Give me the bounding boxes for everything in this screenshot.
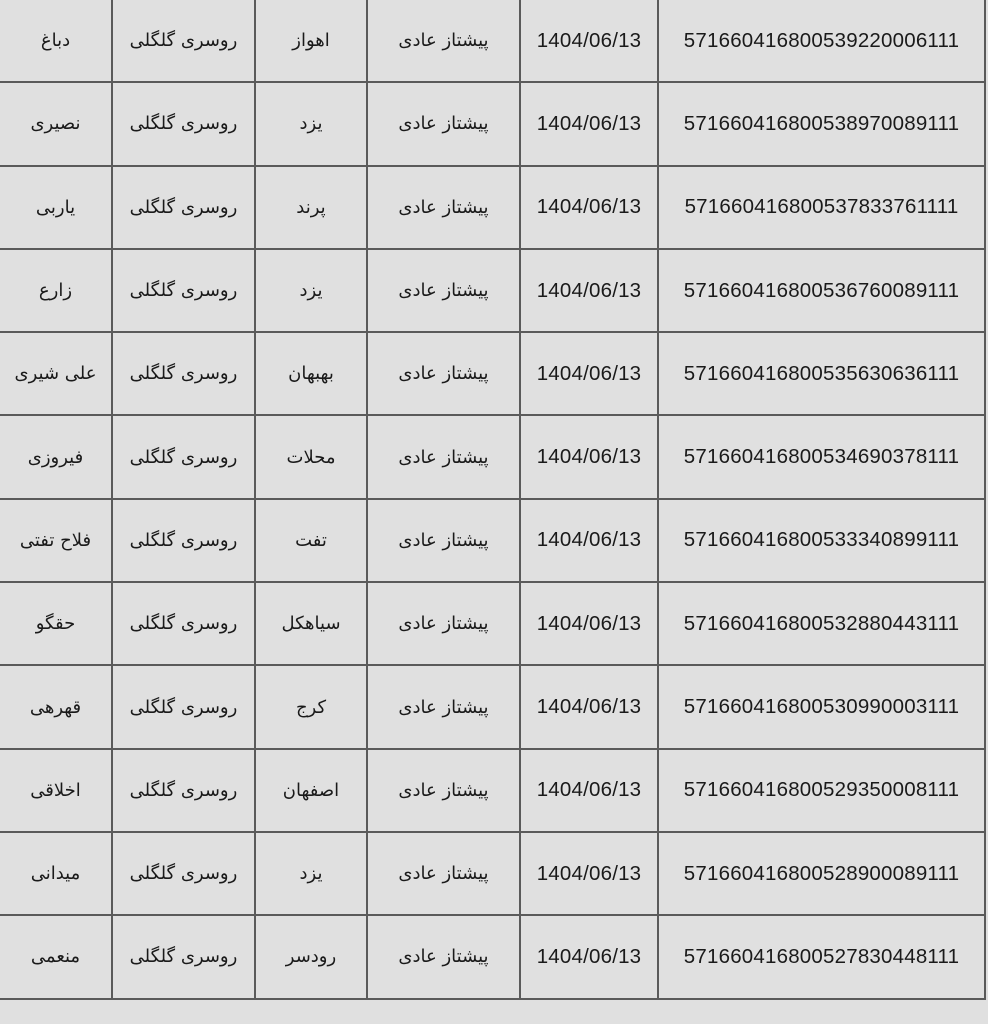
recipient-name-cell: حقگو <box>0 581 113 667</box>
tracking-number-cell: 571660416800527830448111 <box>657 914 986 1000</box>
city-cell: یزد <box>254 830 368 917</box>
tracking-number-cell: 571660416800539220006111 <box>657 0 986 84</box>
service-type-cell: پیشتاز عادی <box>366 331 521 417</box>
product-cell: روسری گلگلی <box>111 331 256 417</box>
recipient-name-cell: اخلاقی <box>0 747 113 833</box>
service-type-cell: پیشتاز عادی <box>366 830 521 917</box>
tracking-number-cell: 571660416800533340899111 <box>657 497 986 584</box>
table-row: اخلاقی روسری گلگلی اصفهان پیشتاز عادی 1404/0… <box>0 747 986 833</box>
recipient-name-cell: نصیری <box>0 81 113 167</box>
city-cell: یزد <box>254 81 368 167</box>
service-type-cell: پیشتاز عادی <box>366 914 521 1000</box>
recipient-name-cell: یاربی <box>0 164 113 250</box>
city-cell: محلات <box>254 414 368 500</box>
recipient-name-cell: میدانی <box>0 830 113 917</box>
service-type-cell: پیشتاز عادی <box>366 414 521 500</box>
tracking-number-cell: 571660416800535630636111 <box>657 331 986 417</box>
product-cell: روسری گلگلی <box>111 81 256 167</box>
recipient-name-cell: زارع <box>0 247 113 334</box>
recipient-name-cell: علی شیری <box>0 331 113 417</box>
tracking-number-cell: 571660416800529350008111 <box>657 747 986 833</box>
city-cell: کرج <box>254 664 368 750</box>
recipient-name-cell: فلاح تفتی <box>0 497 113 584</box>
table-row: قهرهی روسری گلگلی کرج پیشتاز عادی 1404/06/13… <box>0 664 986 750</box>
date-cell: 1404/06/13 <box>519 581 659 667</box>
recipient-name-cell: دباغ <box>0 0 113 84</box>
product-cell: روسری گلگلی <box>111 414 256 500</box>
date-cell: 1404/06/13 <box>519 331 659 417</box>
table-row: فلاح تفتی روسری گلگلی تفت پیشتاز عادی 1404/0… <box>0 497 986 584</box>
product-cell: روسری گلگلی <box>111 164 256 250</box>
tracking-number-cell: 571660416800537833761111 <box>657 164 986 250</box>
service-type-cell: پیشتاز عادی <box>366 81 521 167</box>
table-row: علی شیری روسری گلگلی بهبهان پیشتاز عادی 1404… <box>0 331 986 417</box>
product-cell: روسری گلگلی <box>111 0 256 84</box>
date-cell: 1404/06/13 <box>519 914 659 1000</box>
table-row: حقگو روسری گلگلی سیاهکل پیشتاز عادی 1404/06/… <box>0 581 986 667</box>
city-cell: تفت <box>254 497 368 584</box>
date-cell: 1404/06/13 <box>519 830 659 917</box>
table-row: یاربی روسری گلگلی پرند پیشتاز عادی 1404/06/1… <box>0 164 986 250</box>
tracking-number-cell: 571660416800538970089111 <box>657 81 986 167</box>
product-cell: روسری گلگلی <box>111 830 256 917</box>
service-type-cell: پیشتاز عادی <box>366 164 521 250</box>
product-cell: روسری گلگلی <box>111 247 256 334</box>
date-cell: 1404/06/13 <box>519 247 659 334</box>
product-cell: روسری گلگلی <box>111 581 256 667</box>
product-cell: روسری گلگلی <box>111 664 256 750</box>
tracking-number-cell: 571660416800530990003111 <box>657 664 986 750</box>
date-cell: 1404/06/13 <box>519 81 659 167</box>
city-cell: رودسر <box>254 914 368 1000</box>
city-cell: یزد <box>254 247 368 334</box>
product-cell: روسری گلگلی <box>111 747 256 833</box>
recipient-name-cell: منعمی <box>0 914 113 1000</box>
date-cell: 1404/06/13 <box>519 497 659 584</box>
date-cell: 1404/06/13 <box>519 414 659 500</box>
table-row: میدانی روسری گلگلی یزد پیشتاز عادی 1404/06/1… <box>0 830 986 917</box>
tracking-number-cell: 571660416800528900089111 <box>657 830 986 917</box>
city-cell: اهواز <box>254 0 368 84</box>
tracking-number-cell: 571660416800532880443111 <box>657 581 986 667</box>
recipient-name-cell: فیروزی <box>0 414 113 500</box>
date-cell: 1404/06/13 <box>519 664 659 750</box>
service-type-cell: پیشتاز عادی <box>366 664 521 750</box>
table-row: فیروزی روسری گلگلی محلات پیشتاز عادی 1404/06… <box>0 414 986 500</box>
date-cell: 1404/06/13 <box>519 164 659 250</box>
table-row: دباغ روسری گلگلی اهواز پیشتاز عادی 1404/06/1… <box>0 0 986 84</box>
date-cell: 1404/06/13 <box>519 747 659 833</box>
tracking-number-cell: 571660416800536760089111 <box>657 247 986 334</box>
product-cell: روسری گلگلی <box>111 497 256 584</box>
table-row: منعمی روسری گلگلی رودسر پیشتاز عادی 1404/06/… <box>0 914 986 1000</box>
service-type-cell: پیشتاز عادی <box>366 247 521 334</box>
service-type-cell: پیشتاز عادی <box>366 497 521 584</box>
city-cell: بهبهان <box>254 331 368 417</box>
city-cell: پرند <box>254 164 368 250</box>
tracking-number-cell: 571660416800534690378111 <box>657 414 986 500</box>
table-row: نصیری روسری گلگلی یزد پیشتاز عادی 1404/06/13… <box>0 81 986 167</box>
shipments-table: دباغ روسری گلگلی اهواز پیشتاز عادی 1404/06/1… <box>0 0 986 1000</box>
city-cell: سیاهکل <box>254 581 368 667</box>
product-cell: روسری گلگلی <box>111 914 256 1000</box>
table-row: زارع روسری گلگلی یزد پیشتاز عادی 1404/06/13 5… <box>0 247 986 334</box>
service-type-cell: پیشتاز عادی <box>366 747 521 833</box>
table-body: دباغ روسری گلگلی اهواز پیشتاز عادی 1404/06/1… <box>0 0 986 1000</box>
date-cell: 1404/06/13 <box>519 0 659 84</box>
service-type-cell: پیشتاز عادی <box>366 0 521 84</box>
service-type-cell: پیشتاز عادی <box>366 581 521 667</box>
city-cell: اصفهان <box>254 747 368 833</box>
recipient-name-cell: قهرهی <box>0 664 113 750</box>
